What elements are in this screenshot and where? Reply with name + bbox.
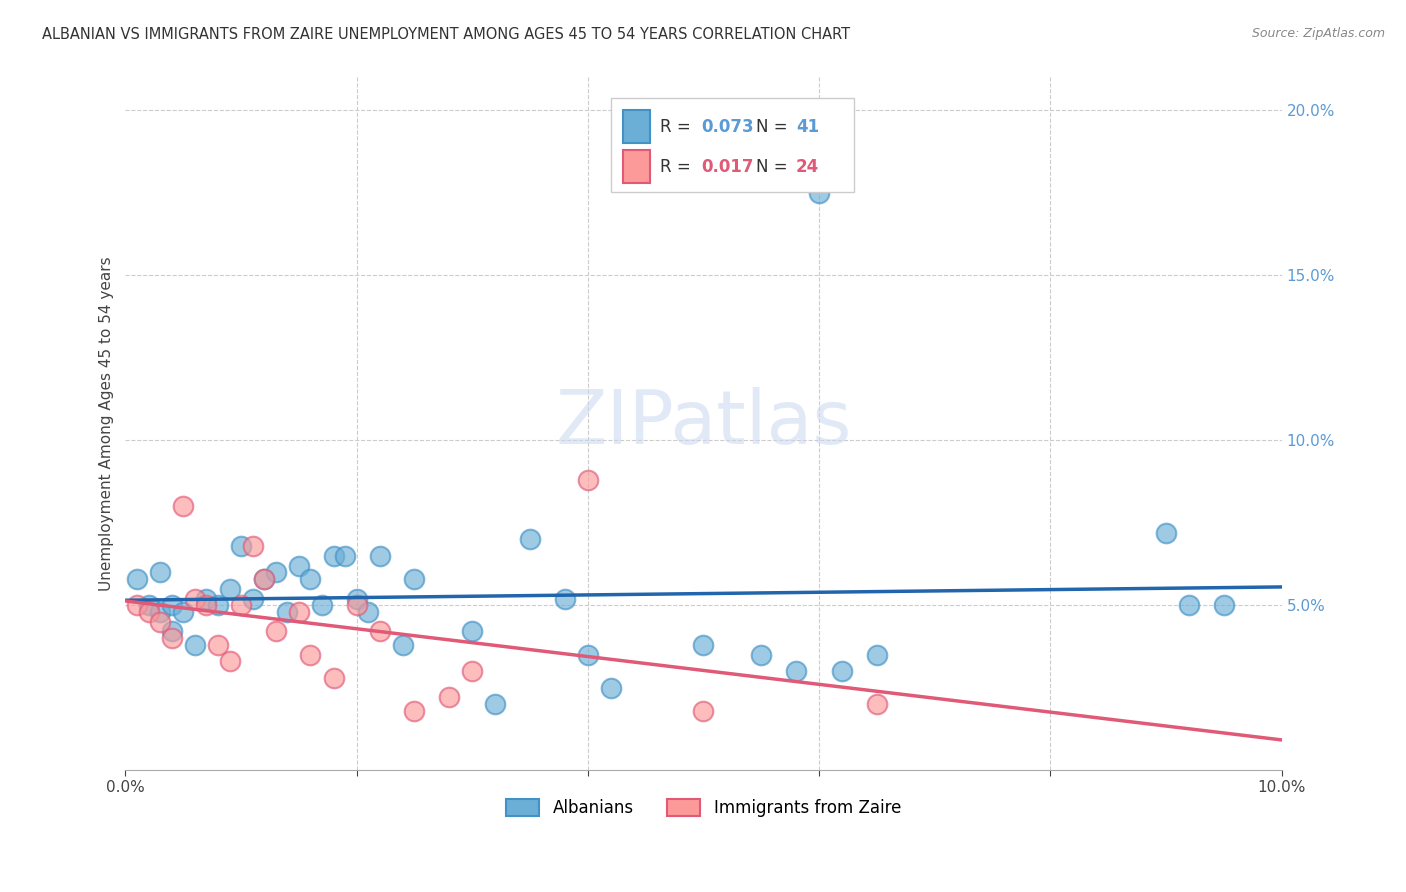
FancyBboxPatch shape xyxy=(623,110,651,144)
FancyBboxPatch shape xyxy=(623,150,651,184)
Point xyxy=(253,572,276,586)
Point xyxy=(461,624,484,639)
Point xyxy=(149,605,172,619)
Text: Source: ZipAtlas.com: Source: ZipAtlas.com xyxy=(1251,27,1385,40)
Point xyxy=(600,681,623,695)
Point xyxy=(125,598,148,612)
Point xyxy=(288,605,311,619)
Point xyxy=(333,549,356,563)
Point xyxy=(125,572,148,586)
Point xyxy=(288,558,311,573)
Point xyxy=(149,565,172,579)
Point xyxy=(322,549,344,563)
Point xyxy=(404,572,426,586)
Point xyxy=(195,598,218,612)
Point xyxy=(299,572,322,586)
Point xyxy=(172,499,194,513)
Point xyxy=(264,624,287,639)
Point xyxy=(831,664,853,678)
Text: N =: N = xyxy=(755,118,793,136)
Point xyxy=(866,648,889,662)
Text: N =: N = xyxy=(755,158,793,176)
Point xyxy=(866,697,889,711)
Point xyxy=(184,591,207,606)
Text: 24: 24 xyxy=(796,158,820,176)
Point xyxy=(299,648,322,662)
Point xyxy=(368,549,391,563)
Point xyxy=(160,624,183,639)
Point xyxy=(242,539,264,553)
Point xyxy=(207,638,229,652)
Point xyxy=(253,572,276,586)
Point xyxy=(138,598,160,612)
Text: R =: R = xyxy=(659,158,696,176)
Point xyxy=(1178,598,1201,612)
Point xyxy=(368,624,391,639)
Text: 0.017: 0.017 xyxy=(702,158,754,176)
Point xyxy=(322,671,344,685)
Point xyxy=(242,591,264,606)
Point xyxy=(218,654,240,668)
Point xyxy=(160,598,183,612)
Text: ALBANIAN VS IMMIGRANTS FROM ZAIRE UNEMPLOYMENT AMONG AGES 45 TO 54 YEARS CORRELA: ALBANIAN VS IMMIGRANTS FROM ZAIRE UNEMPL… xyxy=(42,27,851,42)
Y-axis label: Unemployment Among Ages 45 to 54 years: Unemployment Among Ages 45 to 54 years xyxy=(100,256,114,591)
Point xyxy=(311,598,333,612)
Point xyxy=(160,631,183,645)
Point xyxy=(554,591,576,606)
Point xyxy=(264,565,287,579)
Text: ZIPatlas: ZIPatlas xyxy=(555,387,852,460)
FancyBboxPatch shape xyxy=(612,98,853,192)
Point xyxy=(218,582,240,596)
Point xyxy=(357,605,380,619)
Point xyxy=(404,704,426,718)
Point xyxy=(1154,525,1177,540)
Text: R =: R = xyxy=(659,118,696,136)
Point xyxy=(785,664,807,678)
Point xyxy=(437,690,460,705)
Point xyxy=(692,638,714,652)
Text: 0.073: 0.073 xyxy=(702,118,754,136)
Point xyxy=(749,648,772,662)
Point xyxy=(276,605,298,619)
Point xyxy=(195,591,218,606)
Point xyxy=(184,638,207,652)
Point xyxy=(346,591,368,606)
Point xyxy=(461,664,484,678)
Point xyxy=(692,704,714,718)
Point xyxy=(346,598,368,612)
Point xyxy=(576,648,599,662)
Text: 41: 41 xyxy=(796,118,820,136)
Point xyxy=(229,539,252,553)
Point xyxy=(207,598,229,612)
Point xyxy=(576,473,599,487)
Point xyxy=(229,598,252,612)
Point xyxy=(172,605,194,619)
Legend: Albanians, Immigrants from Zaire: Albanians, Immigrants from Zaire xyxy=(499,792,908,824)
Point xyxy=(484,697,506,711)
Point xyxy=(808,186,831,200)
Point xyxy=(519,532,541,546)
Point xyxy=(1212,598,1234,612)
Point xyxy=(149,615,172,629)
Point xyxy=(138,605,160,619)
Point xyxy=(392,638,415,652)
